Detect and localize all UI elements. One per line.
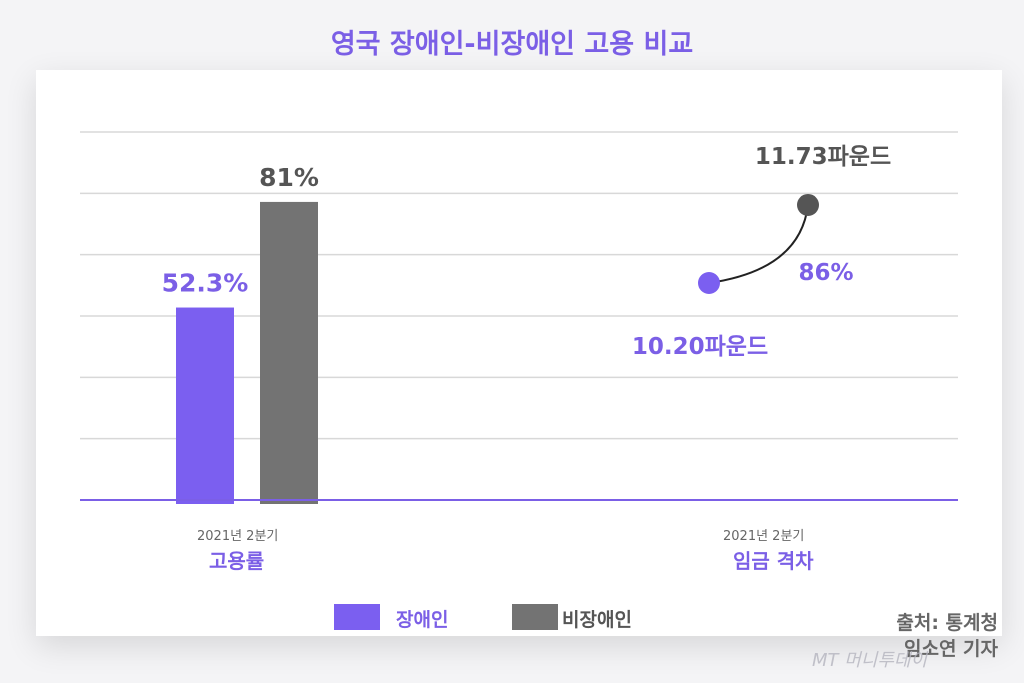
point-disabled-wage <box>698 272 720 294</box>
bar-disabled <box>176 307 234 504</box>
chart-title: 영국 장애인-비장애인 고용 비교 <box>330 29 694 60</box>
wage-label: 임금 격차 <box>733 549 814 573</box>
reporter-text: 임소연 기자 <box>903 638 998 660</box>
point-nondisabled-wage <box>797 193 819 216</box>
wage-ratio-label: 86% <box>798 260 853 286</box>
legend-swatch-nondisabled <box>512 604 558 630</box>
legend-label-nondisabled: 비장애인 <box>562 609 632 631</box>
legend-label-disabled: 장애인 <box>396 609 449 631</box>
source-block: 출처: 통계청 임소연 기자 <box>896 610 998 662</box>
bar-value-label: 52.3% <box>162 269 249 298</box>
employment-period: 2021년 2분기 <box>197 529 279 544</box>
employment-label: 고용률 <box>209 549 265 573</box>
bar-nondisabled <box>260 201 318 505</box>
wage-value-label: 10.20파운드 <box>632 334 768 360</box>
bar-value-label: 81% <box>259 163 319 192</box>
watermark: MT 머니투데이 <box>812 650 928 671</box>
wage-period: 2021년 2분기 <box>723 529 805 544</box>
wage-value-label: 11.73파운드 <box>755 144 891 170</box>
legend-swatch-disabled <box>334 604 380 630</box>
source-text: 출처: 통계청 <box>896 612 998 634</box>
wage-connector <box>708 204 809 284</box>
